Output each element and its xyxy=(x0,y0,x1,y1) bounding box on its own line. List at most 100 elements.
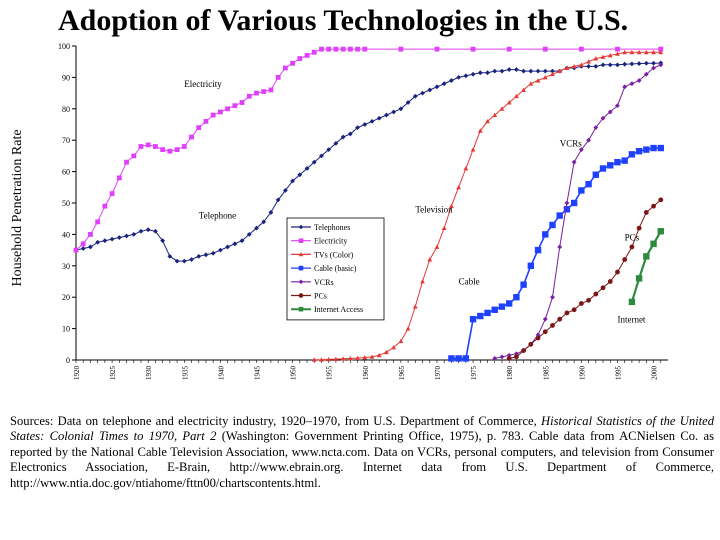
data-point xyxy=(557,68,563,74)
data-point xyxy=(319,153,324,159)
y-tick-label: 20 xyxy=(62,293,70,302)
data-point xyxy=(80,246,86,251)
data-point xyxy=(398,338,404,344)
data-point xyxy=(599,165,607,172)
sources-text-1: Sources: Data on telephone and electrici… xyxy=(10,414,542,428)
data-point xyxy=(600,285,606,291)
data-point xyxy=(102,203,108,209)
data-point xyxy=(326,356,332,362)
data-point xyxy=(643,49,649,55)
data-point xyxy=(355,355,360,361)
data-point xyxy=(535,78,541,83)
data-point xyxy=(304,166,310,171)
data-point xyxy=(398,106,404,112)
annotation-label: VCRs xyxy=(560,138,583,148)
data-point xyxy=(614,158,621,166)
data-point xyxy=(492,68,498,74)
y-tick-label: 100 xyxy=(58,42,70,51)
data-point xyxy=(340,46,346,52)
data-point xyxy=(484,309,491,317)
data-point xyxy=(376,115,382,121)
y-axis-label: Household Penetration Rate xyxy=(10,129,25,286)
data-point xyxy=(347,131,353,137)
legend-item: TVs (Color) xyxy=(291,250,354,259)
data-point xyxy=(534,246,542,254)
data-point xyxy=(153,228,158,234)
data-point xyxy=(615,269,620,275)
y-tick-label: 50 xyxy=(62,199,70,208)
data-point xyxy=(658,197,664,203)
data-point xyxy=(311,357,317,362)
data-point xyxy=(290,178,295,184)
data-point xyxy=(384,349,389,355)
data-point xyxy=(492,356,498,361)
data-point xyxy=(521,68,527,74)
data-point xyxy=(196,253,202,259)
legend-label: TVs (Color) xyxy=(314,250,354,259)
x-tick-label: 1930 xyxy=(145,366,153,381)
data-point xyxy=(131,153,137,159)
data-point xyxy=(535,68,541,74)
data-point xyxy=(571,159,577,165)
data-point xyxy=(405,326,411,331)
data-point xyxy=(275,75,281,80)
data-point xyxy=(556,212,563,219)
annotation-label: Cable xyxy=(459,277,480,287)
data-point xyxy=(563,206,571,213)
data-point xyxy=(499,106,505,111)
data-point xyxy=(203,118,209,124)
data-point xyxy=(570,199,578,207)
data-point xyxy=(412,93,418,99)
legend-item: PCs xyxy=(291,292,327,301)
data-point xyxy=(629,244,635,250)
x-tick-label: 2000 xyxy=(651,366,659,381)
data-point xyxy=(448,355,455,362)
data-point xyxy=(174,147,180,153)
data-point xyxy=(261,219,267,225)
data-point xyxy=(607,279,613,284)
data-point xyxy=(585,180,592,188)
data-point xyxy=(542,46,548,52)
data-point xyxy=(95,219,101,225)
data-point xyxy=(246,93,252,99)
data-point xyxy=(586,64,591,69)
data-point xyxy=(124,159,129,165)
legend-item: Cable (basic) xyxy=(291,264,357,273)
data-point xyxy=(145,227,151,233)
data-point xyxy=(615,62,620,68)
data-point xyxy=(564,200,570,206)
data-point xyxy=(391,109,397,115)
x-tick-label: 1945 xyxy=(253,366,261,381)
data-point xyxy=(470,147,476,152)
sources-text-2: (Washington: Government Printing Office,… xyxy=(10,429,714,490)
x-tick-label: 1940 xyxy=(217,366,225,381)
y-axis-ticks: 0 10 20 30 40 50 60 70 80 90 100 xyxy=(58,42,76,365)
data-point xyxy=(203,252,209,258)
series-line xyxy=(451,147,661,360)
data-point xyxy=(181,144,187,149)
annotation-label: Internet xyxy=(617,314,645,324)
data-point xyxy=(441,81,447,87)
data-point xyxy=(298,238,304,243)
data-point xyxy=(441,225,447,231)
data-point xyxy=(505,300,513,307)
data-point xyxy=(217,109,223,115)
x-tick-label: 1935 xyxy=(181,366,189,381)
data-point xyxy=(542,231,549,238)
data-point xyxy=(607,109,613,115)
data-point xyxy=(225,244,231,250)
data-point xyxy=(73,247,79,253)
data-point xyxy=(492,112,498,117)
data-point xyxy=(340,356,346,361)
data-point xyxy=(333,356,339,361)
data-point xyxy=(592,171,600,178)
data-point xyxy=(513,294,520,301)
data-point xyxy=(261,89,267,94)
data-point xyxy=(167,148,173,154)
y-tick-label: 70 xyxy=(62,136,70,145)
y-tick-label: 80 xyxy=(62,105,70,114)
data-point xyxy=(499,68,505,74)
data-point xyxy=(643,253,650,260)
data-point xyxy=(578,301,584,306)
data-point xyxy=(80,241,86,247)
